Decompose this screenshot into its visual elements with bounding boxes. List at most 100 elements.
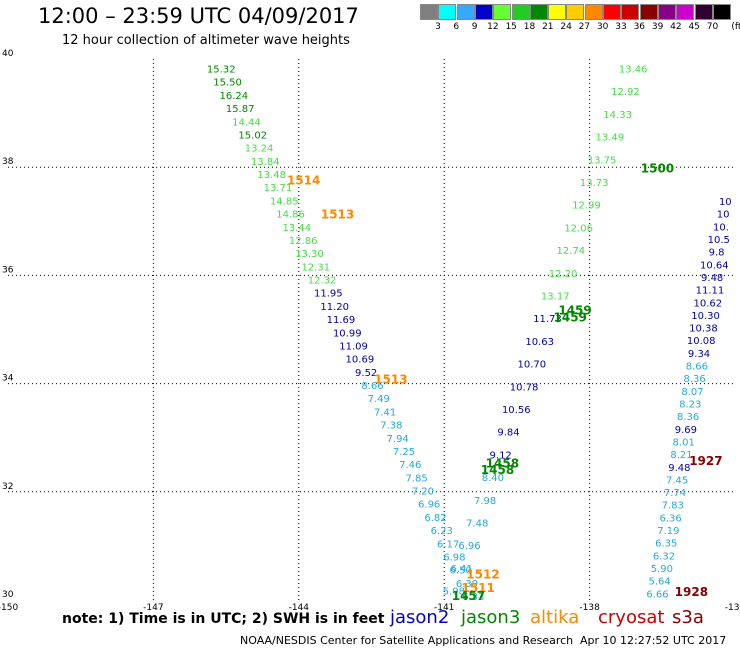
- wave-height-track-3: 8.36: [677, 412, 699, 423]
- wave-height-track-1: 13.44: [283, 223, 312, 234]
- legend-label: 27: [578, 22, 591, 32]
- y-tick-label: 36: [2, 265, 14, 275]
- wave-height-track-2: 14.33: [603, 110, 632, 121]
- legend-swatch: [420, 4, 438, 20]
- pass-time-label: 1511: [461, 581, 494, 595]
- pass-time-label: 1459: [558, 303, 591, 317]
- pass-time-label: 1928: [675, 585, 708, 599]
- wave-height-track-1: 8.66: [361, 381, 383, 392]
- pass-time-label: 1458: [486, 456, 519, 470]
- wave-height-track-3: 7.83: [662, 501, 684, 512]
- legend-swatch: [548, 4, 567, 20]
- legend-swatch: [511, 4, 530, 20]
- pass-time-label: 1513: [321, 208, 354, 222]
- wave-height-track-2: 5.98: [443, 587, 465, 598]
- legend-unit: (ft): [731, 22, 740, 32]
- page-title: 12:00 – 23:59 UTC 04/09/2017: [38, 4, 359, 28]
- wave-height-track-3: 10.08: [687, 336, 716, 347]
- wave-height-track-1: 13.24: [245, 144, 274, 155]
- y-tick-label: 34: [2, 374, 14, 384]
- legend-swatch: [621, 4, 640, 20]
- wave-height-track-2: 12.20: [549, 269, 578, 280]
- legend-label: 3: [435, 22, 441, 32]
- satellite-altika: altika: [530, 607, 580, 628]
- x-tick-label: -141: [434, 603, 454, 613]
- legend-swatch: [474, 4, 493, 20]
- legend-label: 9: [471, 22, 478, 32]
- legend-swatch: [603, 4, 621, 20]
- wave-height-track-2: 13.49: [596, 133, 625, 144]
- wave-height-track-1: 6.33: [462, 592, 484, 603]
- legend-label: 15: [505, 22, 517, 32]
- x-tick-label: -138: [579, 603, 600, 613]
- legend-label: 70: [706, 22, 719, 32]
- wave-height-track-3: 10: [719, 197, 732, 208]
- wave-height-track-3: 8.23: [679, 400, 701, 411]
- wave-height-track-2: 10.70: [518, 360, 547, 371]
- legend-label: 18: [523, 22, 536, 32]
- y-tick-label: 40: [2, 49, 14, 59]
- wave-height-track-3: 8.01: [673, 437, 695, 448]
- wave-height-track-1: 12.32: [308, 276, 337, 287]
- satellite-s3a: s3a: [672, 607, 704, 628]
- wave-height-track-1: 7.85: [405, 473, 427, 484]
- wave-height-track-1: 13.71: [264, 183, 293, 194]
- pass-time-label: 1512: [466, 567, 499, 581]
- wave-height-track-3: 10.62: [693, 298, 722, 309]
- legend-swatch: [566, 4, 585, 20]
- x-tick-label: -147: [143, 603, 163, 613]
- wave-height-track-1: 15.02: [238, 130, 267, 141]
- wave-height-track-3: 10.64: [700, 260, 729, 271]
- pass-time-label: 1927: [689, 454, 722, 468]
- wave-height-track-1: 7.20: [412, 487, 434, 498]
- wave-height-track-3: 8.36: [684, 374, 706, 385]
- wave-height-track-2: 13.17: [541, 292, 570, 303]
- generation-timestamp: Apr 10 12:27:52 UTC 2017: [580, 634, 727, 647]
- wave-height-track-1: 11.20: [320, 302, 349, 313]
- legend-swatch: [438, 4, 457, 20]
- wave-height-track-2: 10.78: [510, 382, 539, 393]
- legend-label: 39: [651, 22, 664, 32]
- wave-height-track-2: 13.46: [619, 65, 648, 76]
- wave-height-track-3: 5.64: [649, 577, 671, 588]
- wave-height-track-1: 7.46: [399, 460, 421, 471]
- pass-time-label: 1514: [287, 174, 320, 188]
- wave-height-track-1: 15.50: [213, 78, 242, 89]
- legend-swatch: [529, 4, 548, 20]
- credit-text: NOAA/NESDIS Center for Satellite Applica…: [240, 634, 574, 647]
- wave-height-track-2: 9.12: [490, 450, 512, 461]
- wave-height-track-1: 14.86: [276, 210, 305, 221]
- wave-height-track-1: 6.23: [431, 526, 453, 537]
- wave-height-track-3: 10.5: [708, 235, 730, 246]
- wave-height-track-3: 7.45: [666, 475, 688, 486]
- wave-height-track-1: 16.24: [220, 91, 249, 102]
- wave-height-track-2: 10.56: [502, 405, 531, 416]
- wave-height-track-1: 6.50: [450, 566, 472, 577]
- wave-height-track-3: 7.74: [664, 488, 686, 499]
- legend-swatch: [676, 4, 695, 20]
- pass-time-label: 1457: [452, 589, 485, 603]
- wave-height-track-2: 7.98: [474, 496, 496, 507]
- wave-height-track-2: 8.40: [482, 473, 504, 484]
- wave-height-track-1: 6.96: [418, 500, 440, 511]
- legend-label: 6: [453, 22, 460, 32]
- satellite-cryosat: cryosat: [598, 607, 665, 628]
- y-tick-label: 38: [2, 157, 14, 167]
- wave-height-track-1: 11.69: [327, 315, 356, 326]
- wave-height-track-3: 11.11: [696, 286, 725, 297]
- wave-height-track-3: 8.21: [670, 450, 692, 461]
- wave-height-track-1: 12.86: [289, 236, 318, 247]
- map-grid: [8, 59, 735, 600]
- wave-height-track-1: 7.38: [380, 421, 402, 432]
- wave-height-track-2: 6.96: [458, 541, 480, 552]
- satellite-jason3: jason3: [461, 607, 521, 628]
- legend-label: 30: [596, 22, 609, 32]
- footer-note: note: 1) Time is in UTC; 2) SWH is in fe…: [62, 611, 385, 627]
- wave-height-track-1: 6.17: [437, 539, 459, 550]
- wave-height-track-1: 13.48: [257, 170, 286, 181]
- satellite-jason2: jason2: [390, 607, 450, 628]
- wave-height-track-3: 10.30: [691, 311, 720, 322]
- wave-height-track-1: 11.09: [339, 341, 368, 352]
- wave-height-track-1: 14.85: [270, 196, 299, 207]
- wave-height-track-2: 9.84: [497, 428, 519, 439]
